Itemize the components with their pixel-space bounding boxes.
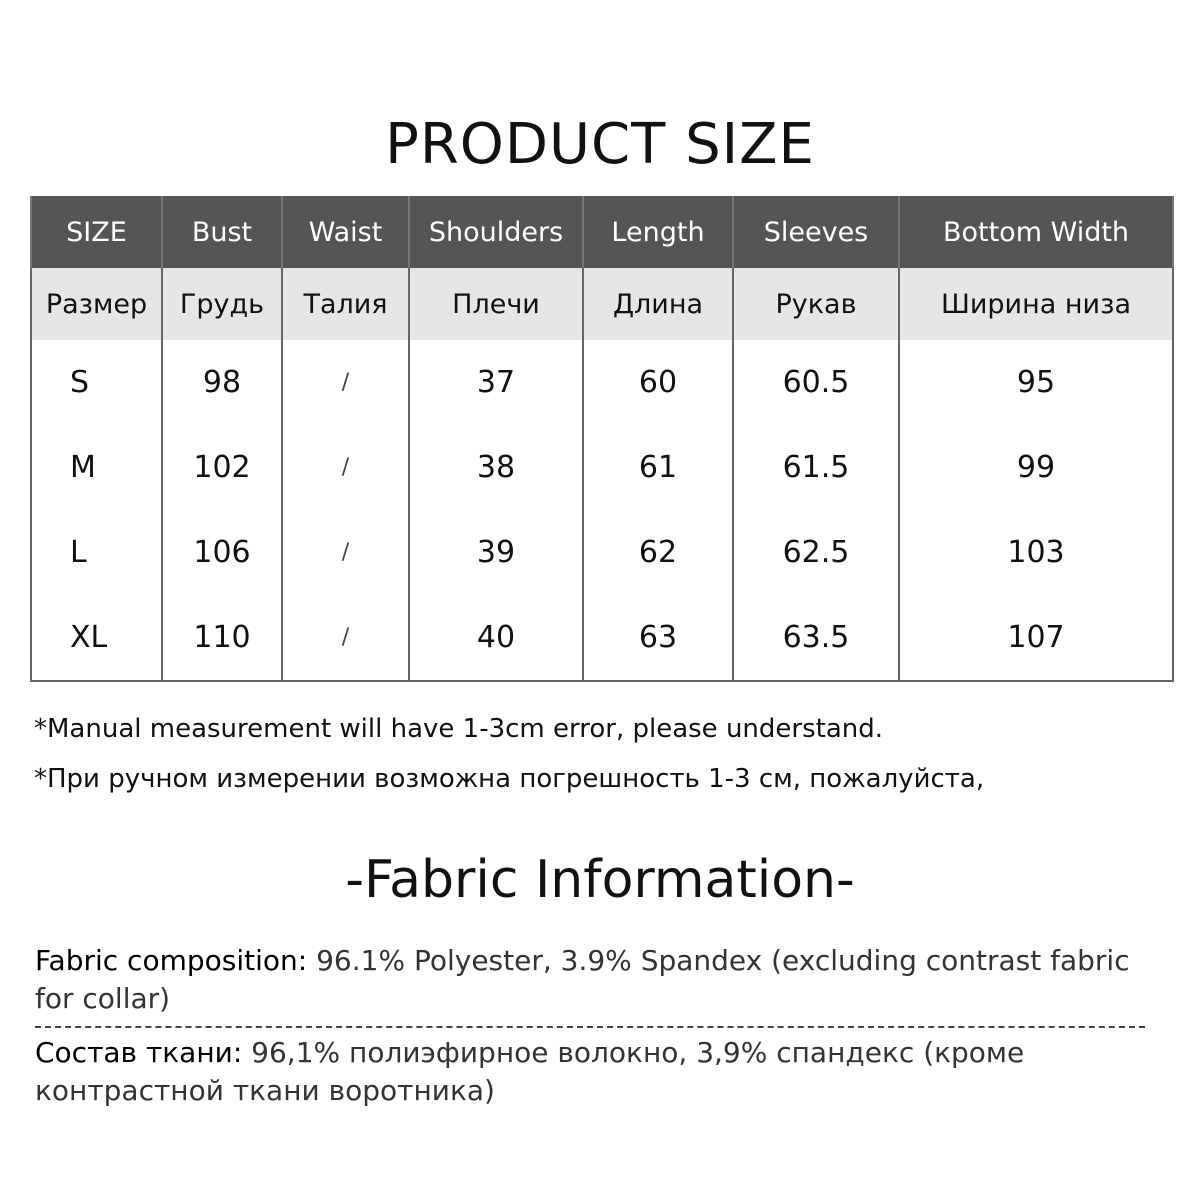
table-row-cell: 39 bbox=[408, 510, 584, 595]
table-row-cell: 99 bbox=[898, 425, 1174, 510]
header-row-en-cell: Bottom Width bbox=[898, 196, 1174, 268]
table-row-cell: 103 bbox=[898, 510, 1174, 595]
table-row-cell: / bbox=[281, 425, 410, 510]
fabric-composition-ru: Состав ткани: 96,1% полиэфирное волокно,… bbox=[35, 1034, 1145, 1110]
table-row-cell: 40 bbox=[408, 595, 584, 682]
header-row-en-cell: Waist bbox=[281, 196, 410, 268]
header-row-en: SIZE Bust Waist Shoulders Length Sleeves Botto… bbox=[30, 196, 1174, 268]
header-row-ru-cell: Грудь bbox=[161, 268, 283, 340]
table-row-cell: / bbox=[281, 340, 410, 425]
fabric-composition-label: Fabric composition: bbox=[35, 944, 308, 977]
header-row-ru-cell: Талия bbox=[281, 268, 410, 340]
table-row-cell: 102 bbox=[161, 425, 283, 510]
table-row-cell: L bbox=[30, 510, 163, 595]
table-row-cell: 106 bbox=[161, 510, 283, 595]
header-row-en-cell: Bust bbox=[161, 196, 283, 268]
page-title: PRODUCT SIZE bbox=[385, 112, 815, 177]
table-row: M 102/38 61 61.5 99 bbox=[30, 425, 1174, 510]
table-row: XL 110/40 63 63.5 107 bbox=[30, 595, 1174, 682]
table-row-cell: 63 bbox=[582, 595, 734, 682]
header-row-ru: Размер Грудь Талия Плечи Длина Рукав Ширина ни… bbox=[30, 268, 1174, 340]
table-row-cell: 61 bbox=[582, 425, 734, 510]
table-row: L 106/39 62 62.5 103 bbox=[30, 510, 1174, 595]
table-row-cell: 60.5 bbox=[732, 340, 900, 425]
header-row-ru-cell: Размер bbox=[30, 268, 163, 340]
header-row-ru-cell: Длина bbox=[582, 268, 734, 340]
fabric-info-title: -Fabric Information- bbox=[345, 850, 855, 910]
table-row-cell: 107 bbox=[898, 595, 1174, 682]
table-row-cell: XL bbox=[30, 595, 163, 682]
fabric-composition-value: 96.1% Polyester, 3.9% Spandex (excluding… bbox=[35, 944, 1130, 1015]
fabric-composition-label-ru: Состав ткани: bbox=[35, 1036, 243, 1069]
table-row: S 98/37 60 60.5 95 bbox=[30, 340, 1174, 425]
dashed-divider bbox=[35, 1026, 1145, 1028]
table-row-cell: 110 bbox=[161, 595, 283, 682]
header-row-en-cell: Length bbox=[582, 196, 734, 268]
table-row-cell: 38 bbox=[408, 425, 584, 510]
measurement-note-en: *Manual measurement will have 1-3cm erro… bbox=[34, 714, 884, 744]
header-row-ru-cell: Плечи bbox=[408, 268, 584, 340]
size-table: SIZE Bust Waist Shoulders Length Sleeves Botto… bbox=[30, 196, 1174, 682]
table-row-cell: 98 bbox=[161, 340, 283, 425]
table-row-cell: 61.5 bbox=[732, 425, 900, 510]
table-row-cell: S bbox=[30, 340, 163, 425]
header-row-ru-cell: Рукав bbox=[732, 268, 900, 340]
table-row-cell: 37 bbox=[408, 340, 584, 425]
table-row-cell: 95 bbox=[898, 340, 1174, 425]
header-row-en-cell: SIZE bbox=[30, 196, 163, 268]
header-row-ru-cell: Ширина низа bbox=[898, 268, 1174, 340]
table-row-cell: 62 bbox=[582, 510, 734, 595]
fabric-composition-value-ru: 96,1% полиэфирное волокно, 3,9% спандекс… bbox=[35, 1036, 1025, 1107]
table-row-cell: M bbox=[30, 425, 163, 510]
header-row-en-cell: Shoulders bbox=[408, 196, 584, 268]
table-row-cell: 63.5 bbox=[732, 595, 900, 682]
table-row-cell: 60 bbox=[582, 340, 734, 425]
table-row-cell: 62.5 bbox=[732, 510, 900, 595]
table-row-cell: / bbox=[281, 595, 410, 682]
header-row-en-cell: Sleeves bbox=[732, 196, 900, 268]
measurement-note-ru: *При ручном измерении возможна погрешнос… bbox=[34, 764, 985, 794]
fabric-composition-en: Fabric composition: 96.1% Polyester, 3.9… bbox=[35, 942, 1145, 1018]
table-row-cell: / bbox=[281, 510, 410, 595]
